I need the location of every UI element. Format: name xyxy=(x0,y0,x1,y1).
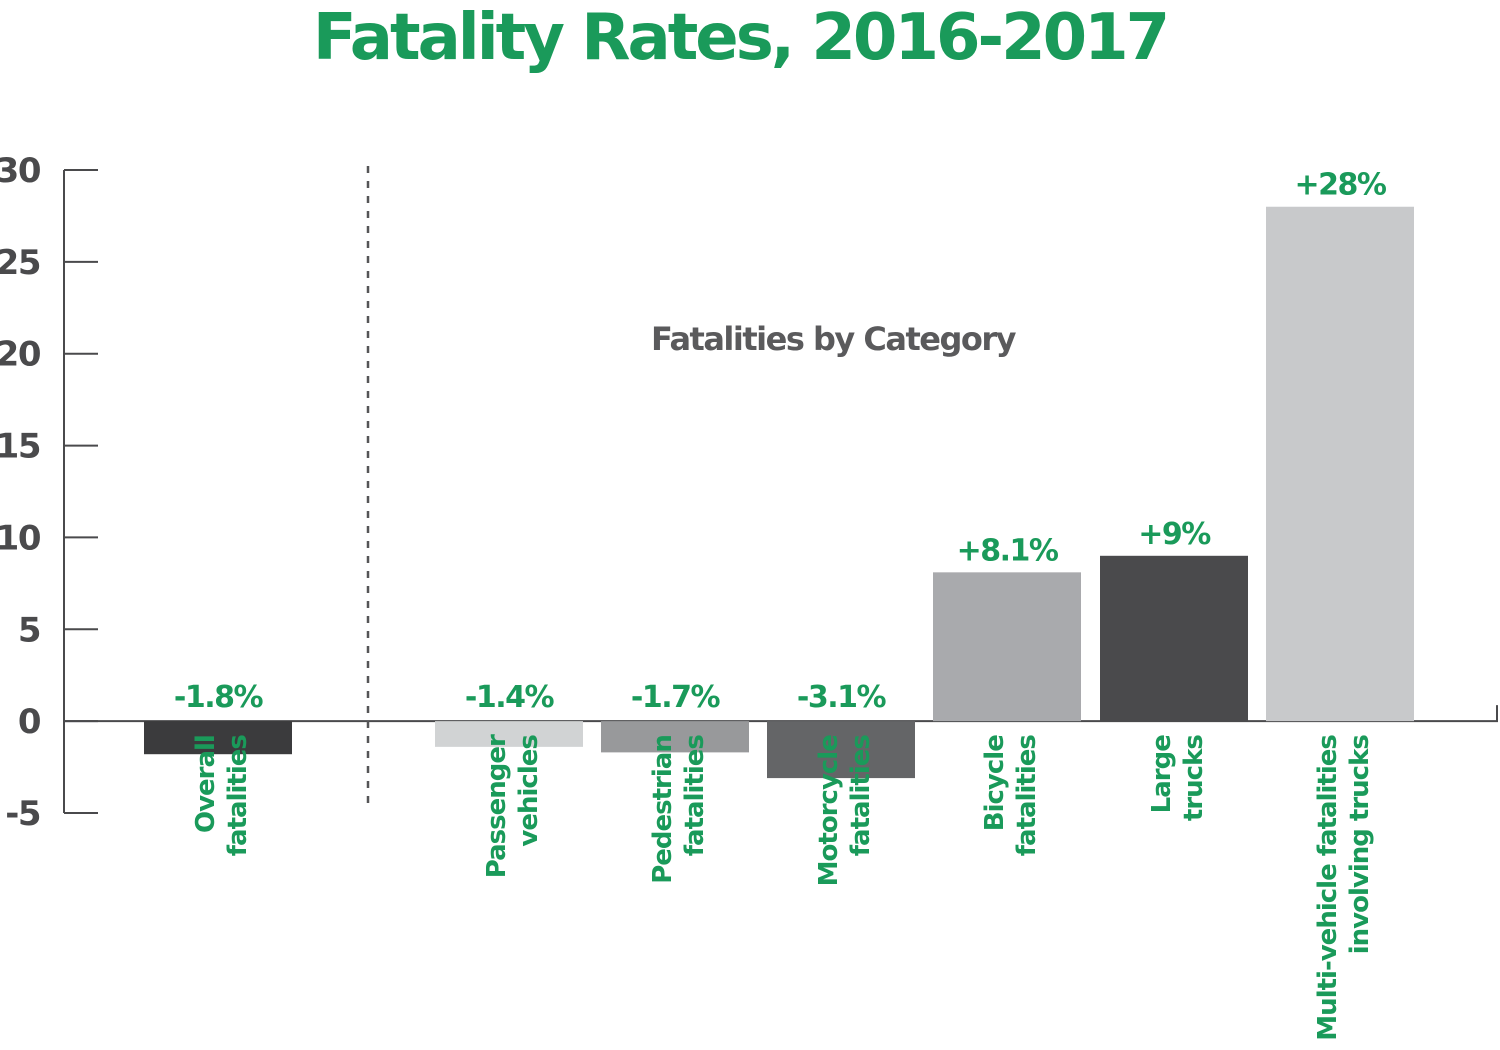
bar xyxy=(1100,555,1248,722)
category-label-line: Large xyxy=(1147,735,1177,814)
bar xyxy=(144,721,292,755)
category-label: Multi-vehicle fatalities involving trucks xyxy=(1313,735,1375,1041)
category-label-line: Passenger xyxy=(482,734,512,878)
data-label: +28% xyxy=(1295,168,1387,203)
category-label-line: fatalities xyxy=(1012,735,1042,857)
y-tick-label: 10 xyxy=(0,518,41,558)
bar xyxy=(767,721,915,779)
category-label-line: vehicles xyxy=(514,735,544,847)
y-tick-label: 0 xyxy=(18,702,41,742)
y-tick-label: 25 xyxy=(0,243,40,283)
category-label: Passenger vehicles xyxy=(482,734,544,878)
data-label: -1.4% xyxy=(465,680,555,715)
category-label-line: Multi-vehicle fatalities xyxy=(1313,735,1343,1041)
category-label: Bicycle fatalities xyxy=(980,735,1042,857)
category-label-line: involving trucks xyxy=(1345,735,1375,955)
chart-title: Fatality Rates, 2016-2017 xyxy=(312,1,1170,75)
category-label-line: Bicycle xyxy=(980,735,1010,831)
data-label: +9% xyxy=(1138,517,1211,552)
category-annotation: Fatalities by Category xyxy=(651,320,1017,358)
category-label: Overall fatalities xyxy=(191,735,253,857)
category-label-line: fatalities xyxy=(680,735,710,857)
data-label: -1.7% xyxy=(631,680,721,715)
category-label-line: trucks xyxy=(1179,735,1209,821)
category-label: Pedestrian fatalities xyxy=(648,735,710,884)
bar xyxy=(601,721,749,753)
category-label-line: Overall xyxy=(191,735,221,833)
y-tick-label: 15 xyxy=(0,427,40,467)
y-tick-label: 30 xyxy=(0,151,41,191)
bar xyxy=(1266,206,1414,722)
category-label-line: fatalities xyxy=(846,735,876,857)
data-label: +8.1% xyxy=(957,533,1059,568)
data-label: -3.1% xyxy=(797,680,887,715)
y-tick-label: 20 xyxy=(0,335,41,375)
bar xyxy=(435,721,583,747)
category-label-line: fatalities xyxy=(223,735,253,857)
category-label-line: Pedestrian xyxy=(648,735,678,884)
data-label: -1.8% xyxy=(174,680,264,715)
bar xyxy=(933,572,1081,722)
category-label-line: Motorcycle xyxy=(814,735,844,887)
y-tick-label: 5 xyxy=(18,610,40,650)
category-label: Large trucks xyxy=(1147,735,1209,821)
category-label: Motorcycle fatalities xyxy=(814,735,876,887)
y-tick-label: -5 xyxy=(5,794,40,834)
